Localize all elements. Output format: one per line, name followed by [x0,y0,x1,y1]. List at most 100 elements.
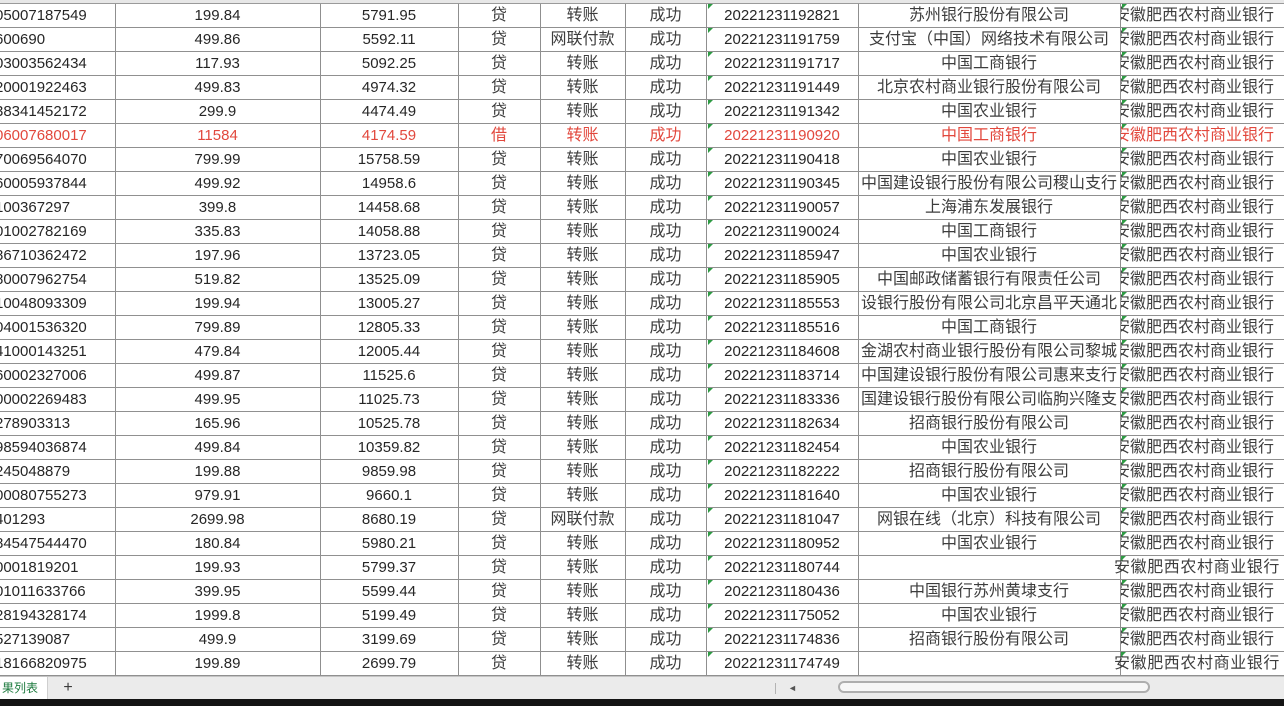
cell-holder-bank[interactable]: 安徽肥西农村商业银行 [1114,556,1284,579]
cell-balance[interactable]: 4474.49 [361,103,417,120]
cell-balance[interactable]: 10359.82 [357,439,421,456]
cell-method[interactable]: 转账 [566,247,599,264]
cell-debit-credit-type[interactable]: 贷 [490,7,507,24]
cell-holder-bank[interactable]: 安徽肥西农村商业银行 [1121,172,1284,195]
cell-method[interactable]: 转账 [566,127,599,144]
cell-counterparty-bank[interactable] [859,556,1119,579]
cell-balance[interactable]: 14958.6 [361,175,417,192]
cell-timestamp[interactable]: 20221231192821 [707,4,857,27]
cell-method[interactable]: 转账 [566,295,599,312]
cell-status[interactable]: 成功 [649,607,682,624]
cell-debit-credit-type[interactable]: 贷 [490,151,507,168]
cell-amount[interactable]: 180.84 [194,535,241,552]
cell-counterparty-bank[interactable]: 北京农村商业银行股份有限公司 [876,79,1101,96]
cell-timestamp[interactable]: 20221231182454 [707,436,857,459]
cell-balance[interactable]: 2699.79 [361,655,417,672]
cell-status[interactable]: 成功 [649,559,682,576]
cell-method[interactable]: 转账 [566,7,599,24]
cell-timestamp[interactable]: 20221231184608 [707,340,857,363]
cell-debit-credit-type[interactable]: 贷 [490,439,507,456]
cell-method[interactable]: 转账 [566,367,599,384]
cell-holder-bank[interactable]: 安徽肥西农村商业银行 [1121,412,1284,435]
cell-status[interactable]: 成功 [649,199,682,216]
cell-holder-bank[interactable]: 安徽肥西农村商业银行 [1121,76,1284,99]
cell-holder-bank[interactable]: 安徽肥西农村商业银行 [1121,244,1284,267]
cell-amount[interactable]: 499.84 [194,439,241,456]
cell-amount[interactable]: 199.84 [194,7,241,24]
cell-debit-credit-type[interactable]: 贷 [490,535,507,552]
cell-account[interactable]: 38341452172 [0,103,87,120]
cell-amount[interactable]: 165.96 [194,415,241,432]
cell-counterparty-bank[interactable]: 中国建设银行股份有限公司稷山支行 [860,175,1117,192]
cell-counterparty-bank[interactable]: 招商银行股份有限公司 [908,463,1069,480]
cell-holder-bank[interactable]: 安徽肥西农村商业银行 [1121,28,1284,51]
cell-counterparty-bank[interactable]: 中国邮政储蓄银行有限责任公司 [876,271,1101,288]
cell-status[interactable]: 成功 [649,319,682,336]
cell-amount[interactable]: 199.94 [194,295,241,312]
cell-debit-credit-type[interactable]: 贷 [490,631,507,648]
cell-status[interactable]: 成功 [649,127,682,144]
cell-holder-bank[interactable]: 安徽肥西农村商业银行 [1121,436,1284,459]
cell-counterparty-bank[interactable]: 中国农业银行 [940,487,1037,504]
cell-method[interactable]: 转账 [566,559,599,576]
cell-status[interactable]: 成功 [649,31,682,48]
cell-balance[interactable]: 15758.59 [357,151,421,168]
cell-debit-credit-type[interactable]: 贷 [490,247,507,264]
cell-balance[interactable]: 8680.19 [361,511,417,528]
cell-method[interactable]: 转账 [566,631,599,648]
cell-account[interactable]: 245048879 [0,463,71,480]
cell-account[interactable]: 18166820975 [0,655,87,672]
cell-timestamp[interactable]: 20221231185553 [707,292,857,315]
cell-balance[interactable]: 5599.44 [361,583,417,600]
cell-counterparty-bank[interactable]: 中国农业银行 [940,535,1037,552]
cell-status[interactable]: 成功 [649,175,682,192]
add-sheet-button[interactable]: + [63,679,73,696]
cell-amount[interactable]: 1999.8 [194,607,241,624]
cell-account[interactable]: 00002269483 [0,391,87,408]
cell-method[interactable]: 网联付款 [550,511,615,528]
cell-account[interactable]: 04001536320 [0,319,87,336]
cell-status[interactable]: 成功 [649,583,682,600]
cell-account[interactable]: 28194328174 [0,607,87,624]
cell-holder-bank[interactable]: 安徽肥西农村商业银行 [1121,388,1284,411]
cell-account[interactable]: 00080755273 [0,487,87,504]
cell-balance[interactable]: 9660.1 [366,487,412,504]
cell-account[interactable]: 0001819201 [0,559,79,576]
cell-timestamp[interactable]: 20221231180952 [707,532,857,555]
cell-balance[interactable]: 4174.59 [361,127,417,144]
cell-method[interactable]: 转账 [566,439,599,456]
cell-account[interactable]: 100367297 [0,199,71,216]
cell-debit-credit-type[interactable]: 贷 [490,487,507,504]
cell-balance[interactable]: 5592.11 [362,31,416,48]
cell-timestamp[interactable]: 20221231191717 [707,52,857,75]
cell-holder-bank[interactable]: 安徽肥西农村商业银行 [1114,652,1284,675]
cell-account[interactable]: 278903313 [0,415,71,432]
cell-timestamp[interactable]: 20221231182634 [707,412,857,435]
cell-timestamp[interactable]: 20221231190345 [707,172,857,195]
cell-amount[interactable]: 499.87 [194,367,241,384]
cell-timestamp[interactable]: 20221231175052 [707,604,857,627]
cell-debit-credit-type[interactable]: 贷 [490,199,507,216]
scroll-left-arrow-icon[interactable]: ◄ [788,683,797,693]
cell-timestamp[interactable]: 20221231180436 [707,580,857,603]
cell-balance[interactable]: 11525.6 [362,367,416,384]
cell-timestamp[interactable]: 20221231190024 [707,220,857,243]
cell-holder-bank[interactable]: 安徽肥西农村商业银行 [1121,364,1284,387]
cell-debit-credit-type[interactable]: 贷 [490,319,507,336]
cell-account[interactable]: 01002782169 [0,223,87,240]
cell-balance[interactable]: 13525.09 [357,271,421,288]
cell-debit-credit-type[interactable]: 贷 [490,343,507,360]
cell-amount[interactable]: 2699.98 [190,511,245,528]
cell-amount[interactable]: 197.96 [194,247,241,264]
cell-account[interactable]: 60005937844 [0,175,87,192]
cell-account[interactable]: 01011633766 [0,583,86,600]
cell-status[interactable]: 成功 [649,367,682,384]
cell-status[interactable]: 成功 [649,655,682,672]
cell-method[interactable]: 转账 [566,535,599,552]
cell-account[interactable]: 80007962754 [0,271,87,288]
sheet-tab[interactable]: 果列表 [0,677,48,699]
cell-amount[interactable]: 199.88 [194,463,241,480]
cell-status[interactable]: 成功 [649,391,682,408]
cell-account[interactable]: 84547544470 [0,535,87,552]
cell-method[interactable]: 转账 [566,391,599,408]
